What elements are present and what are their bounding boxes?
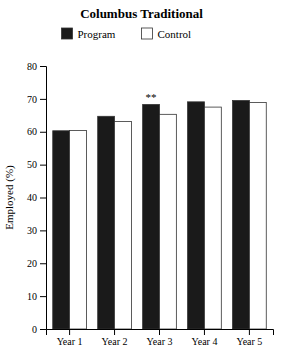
tick: 30 [27,225,46,236]
tick-label: 80 [27,61,37,72]
series [70,102,267,329]
tick-label: 40 [27,192,37,203]
tick-mark [40,230,46,231]
tick: 0 [32,324,46,335]
tick-mark [40,99,46,100]
tick: 50 [27,159,46,170]
chart: Columbus Traditional Program Control 0 10 20 3… [0,0,283,357]
bar [249,102,266,329]
legend-swatch [142,28,153,39]
tick-mark [40,165,46,166]
tick: 80 [27,61,46,72]
legend: Program Control [62,28,192,40]
tick-mark [40,198,46,199]
tick-mark [40,263,46,264]
tick-label: 50 [27,159,37,170]
legend-label: Program [78,28,116,40]
legend-item: Control [142,28,192,40]
tick-mark [69,329,70,335]
bar [98,116,115,329]
tick-mark [40,296,46,297]
plot: 01020304050607080Year 1Year 2Year 3Year … [27,61,274,347]
bar [70,130,87,329]
tick-label: 0 [32,324,37,335]
tick-label: Year 5 [236,336,262,347]
tick-label: 20 [27,258,37,269]
axis-line [47,330,274,336]
title: Columbus Traditional [80,6,203,21]
bar [204,107,221,329]
legend-swatch [62,28,73,39]
bar [143,104,160,329]
tick-label: 30 [27,225,37,236]
tick: Year 2 [102,329,128,347]
tick-mark [114,329,115,335]
legend-item: Program [62,28,116,40]
tick-mark [40,132,46,133]
tick-label: 10 [27,291,37,302]
bar [115,122,132,329]
tick: 40 [27,192,46,203]
series [53,101,250,329]
tick: 10 [27,291,46,302]
bar [188,102,205,329]
bar [233,101,250,329]
tick-mark [40,66,46,67]
tick-label: Year 2 [102,336,128,347]
annotation: ** [146,91,157,103]
tick-label: Year 3 [147,336,173,347]
tick: 20 [27,258,46,269]
bar [53,131,70,329]
tick-mark [159,329,160,335]
y-axis-title: Employed (%) [3,165,16,230]
y-axis: 0 10 20 30 40 50 60 70 80 [27,61,47,335]
axis-line [40,67,47,330]
bars [53,101,267,329]
tick-label: 70 [27,94,37,105]
tick: 70 [27,94,46,105]
tick: Year 1 [57,329,83,347]
tick-label: 60 [27,126,37,137]
tick-mark [249,329,250,335]
bar [160,114,177,329]
tick-label: Year 4 [191,336,217,347]
tick: 60 [27,126,46,137]
tick-mark [204,329,205,335]
tick-mark [40,329,46,330]
legend-label: Control [158,28,192,40]
tick-label: Year 1 [57,336,83,347]
x-axis: Year 1 Year 2 Year 3 Year 4 Year 5 [47,329,274,347]
tick: Year 5 [236,329,262,347]
tick: Year 3 [147,329,173,347]
tick: Year 4 [191,329,217,347]
